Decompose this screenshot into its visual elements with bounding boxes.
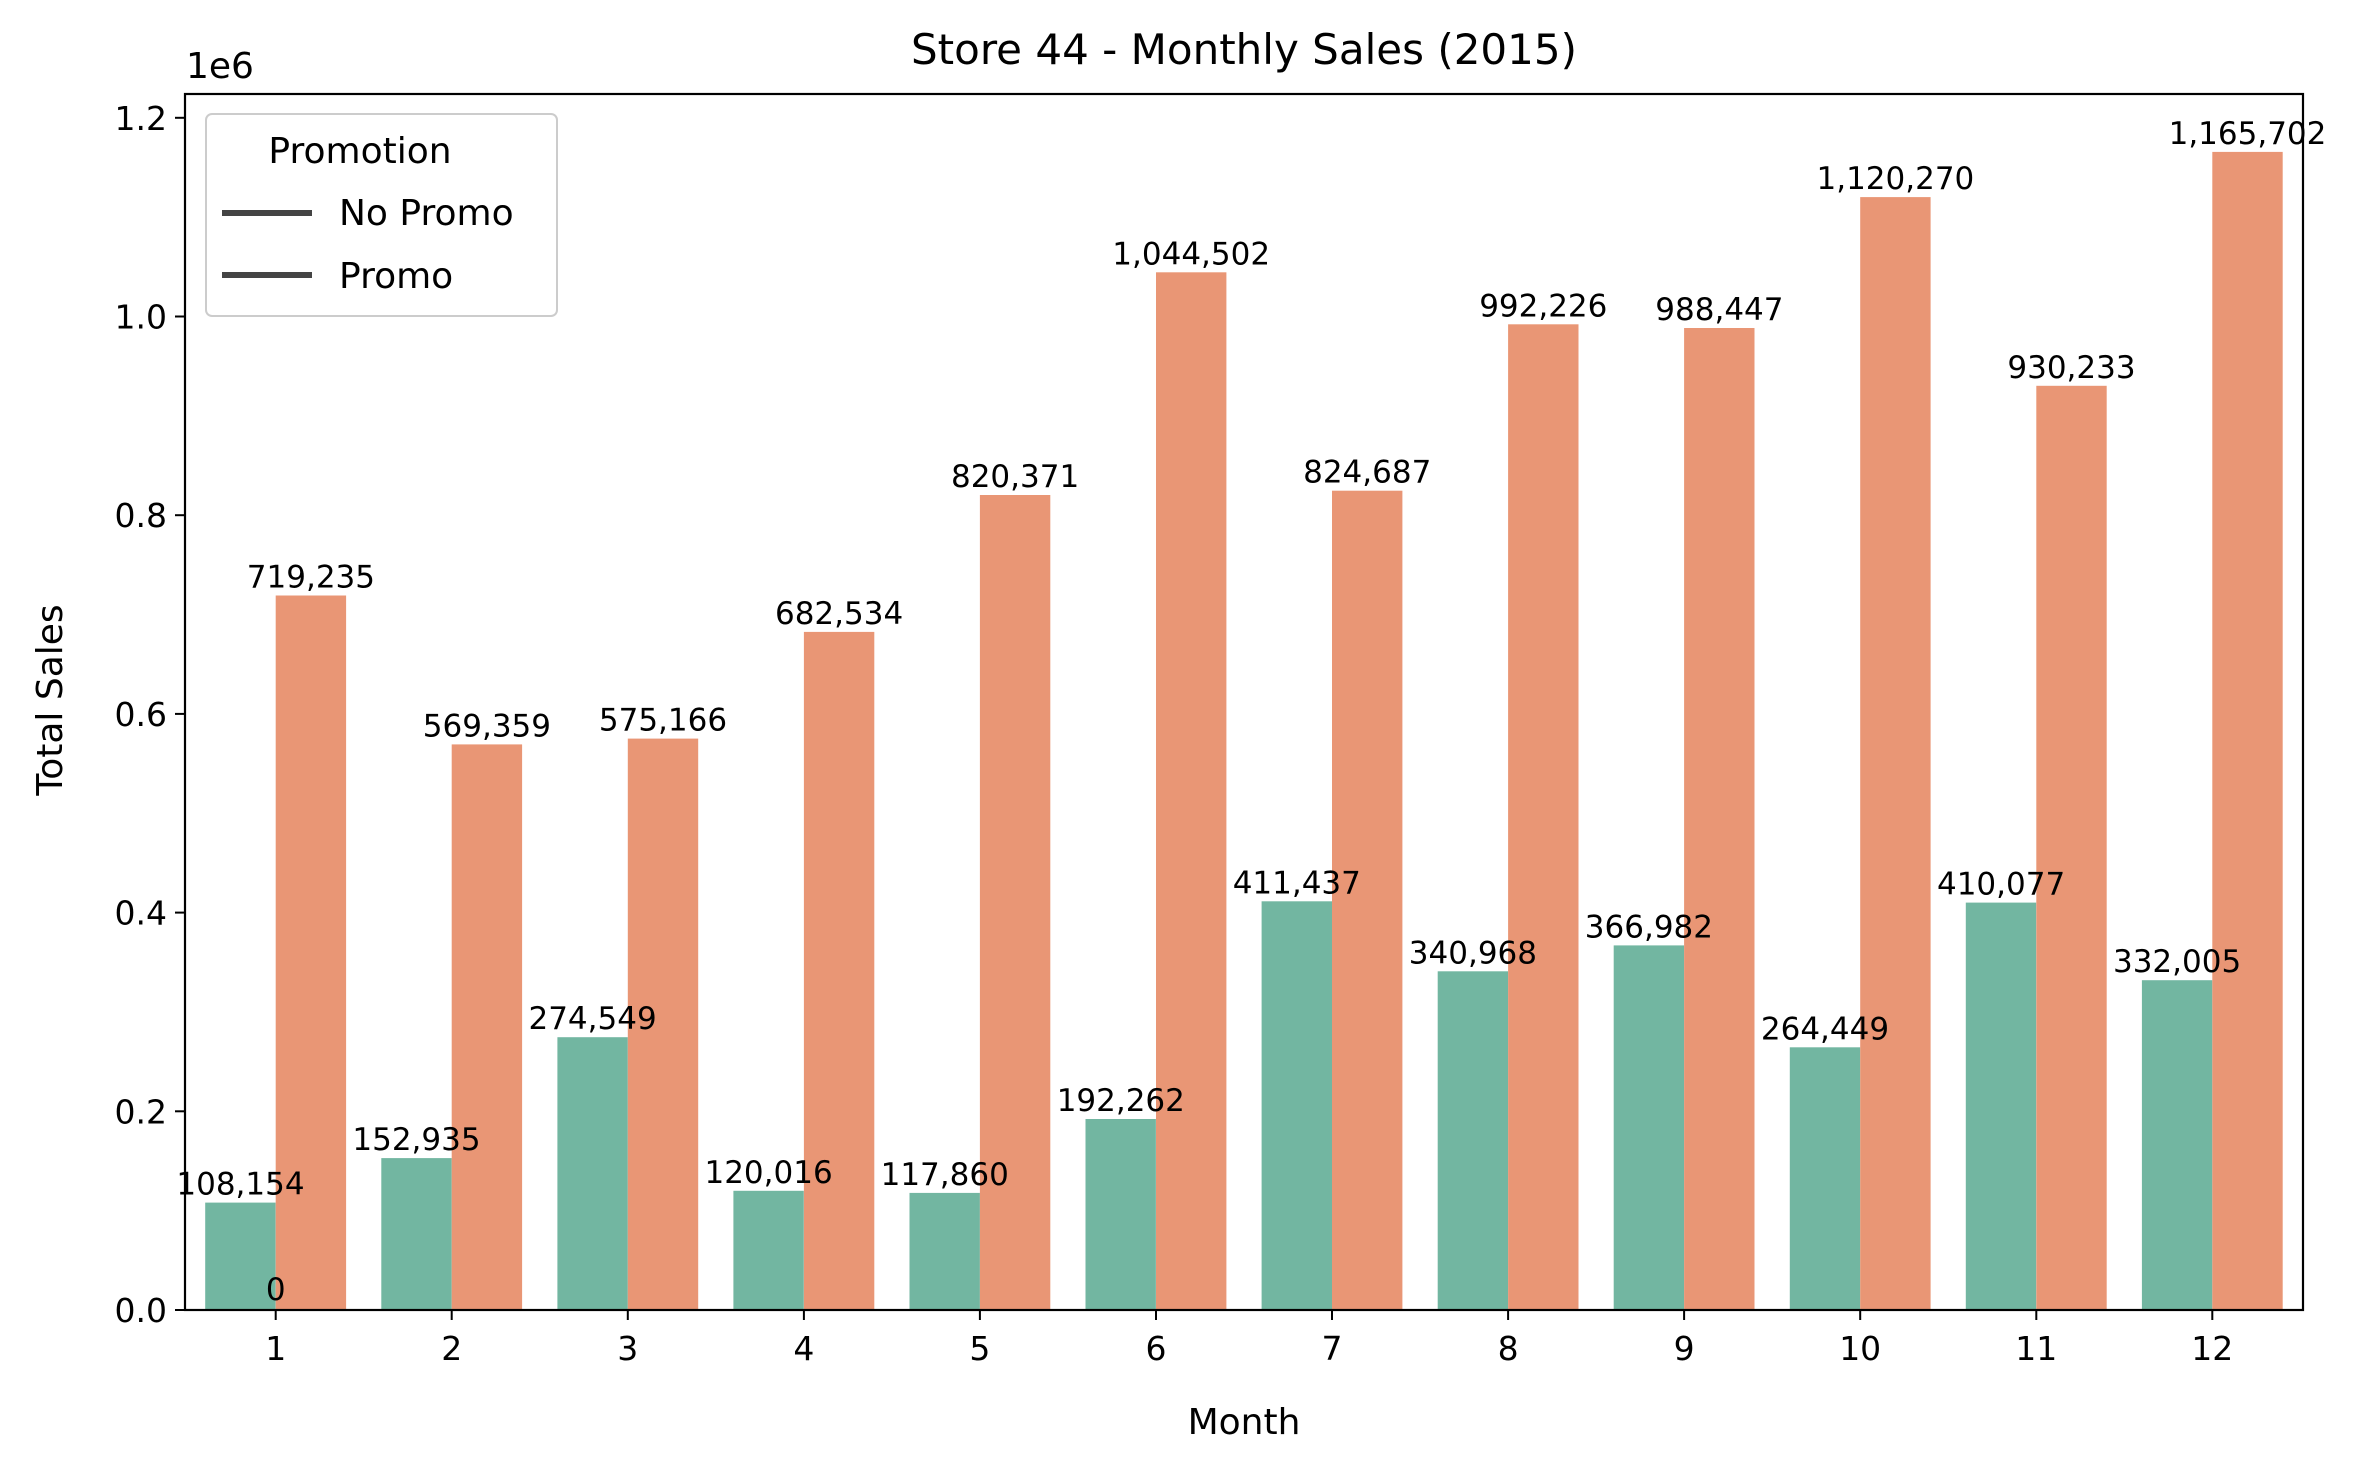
legend: Promotion No Promo Promo [205, 113, 558, 317]
bar-label-no-promo-8: 340,968 [1409, 935, 1537, 971]
bar-label-promo-2: 569,359 [423, 708, 551, 744]
bar-labels-layer: 108,154 152,935 274,549 120,016 117,860 192,2… [176, 116, 2326, 1308]
bar-no-promo-11 [1965, 902, 2037, 1310]
bar-promo-2 [451, 744, 523, 1310]
y-tick-label: 0.8 [115, 496, 167, 535]
bar-promo-4 [803, 631, 875, 1310]
bar-label-no-promo-9: 366,982 [1585, 909, 1713, 945]
x-axis: 1 2 3 4 5 6 7 8 9 10 11 12 [265, 1310, 2233, 1368]
x-tick-label: 1 [265, 1329, 286, 1368]
bar-no-promo-6 [1085, 1119, 1156, 1310]
bar-no-promo-10 [1789, 1047, 1861, 1310]
legend-entry-promo: Promo [339, 256, 453, 297]
bar-label-promo-8: 992,226 [1479, 288, 1607, 324]
x-tick-label: 7 [1322, 1329, 1343, 1368]
x-tick-label: 8 [1498, 1329, 1519, 1368]
x-tick-label: 12 [2191, 1329, 2233, 1368]
x-tick-label: 6 [1146, 1329, 1167, 1368]
y-axis-title: Total Sales [30, 604, 71, 796]
bar-label-no-promo-4: 120,016 [704, 1155, 832, 1191]
bar-promo-6 [1156, 272, 1227, 1310]
bar-label-promo-4: 682,534 [775, 596, 903, 632]
x-tick-label: 3 [617, 1329, 638, 1368]
x-tick-label: 5 [969, 1329, 990, 1368]
bar-label-no-promo-5: 117,860 [881, 1157, 1009, 1193]
bar-no-promo-4 [733, 1190, 804, 1310]
x-tick-label: 2 [441, 1329, 462, 1368]
bar-label-no-promo-12: 332,005 [2113, 944, 2241, 980]
y-axis: 0.0 0.2 0.4 0.6 0.8 1.0 1.2 [115, 99, 185, 1330]
bar-promo-5 [979, 495, 1051, 1310]
bar-label-promo-10: 1,120,270 [1817, 161, 1975, 197]
x-tick-label: 4 [793, 1329, 814, 1368]
bar-label-no-promo-2: 152,935 [352, 1122, 480, 1158]
bar-promo-3 [627, 738, 699, 1310]
bar-label-promo-7: 824,687 [1303, 455, 1431, 491]
y-tick-label: 0.2 [115, 1092, 167, 1131]
bar-label-no-promo-11: 410,077 [1937, 867, 2065, 903]
bar-no-promo-3 [557, 1037, 628, 1310]
y-tick-label: 0.6 [115, 695, 167, 734]
x-tick-label: 10 [1839, 1329, 1881, 1368]
bar-label-promo-6: 1,044,502 [1112, 236, 1270, 272]
bar-label-extra-zero: 0 [266, 1272, 286, 1308]
bar-promo-11 [2036, 385, 2107, 1310]
bar-promo-1 [275, 595, 347, 1310]
bar-no-promo-1 [205, 1202, 276, 1310]
bar-label-promo-3: 575,166 [599, 703, 727, 739]
bar-label-promo-9: 988,447 [1655, 292, 1783, 328]
bar-label-promo-11: 930,233 [2007, 350, 2135, 386]
bar-promo-10 [1860, 197, 1931, 1311]
y-tick-label: 0.4 [115, 894, 167, 933]
chart-title: Store 44 - Monthly Sales (2015) [911, 25, 1577, 74]
x-tick-label: 9 [1674, 1329, 1695, 1368]
bar-label-no-promo-7: 411,437 [1233, 865, 1361, 901]
bar-promo-9 [1684, 328, 1755, 1310]
y-tick-label: 1.2 [115, 99, 167, 138]
plot-frame [183, 92, 2305, 1312]
legend-title: Promotion [268, 131, 451, 172]
bar-label-no-promo-3: 274,549 [528, 1001, 656, 1037]
legend-box [205, 113, 558, 317]
bars-layer [205, 151, 2283, 1311]
bar-no-promo-12 [2141, 980, 2213, 1310]
y-tick-label: 0.0 [115, 1291, 167, 1330]
bar-no-promo-2 [381, 1158, 452, 1310]
bar-no-promo-9 [1613, 945, 1685, 1310]
bar-no-promo-7 [1261, 901, 1332, 1310]
bar-label-no-promo-10: 264,449 [1761, 1011, 1889, 1047]
x-tick-label: 11 [2015, 1329, 2057, 1368]
bar-promo-7 [1332, 490, 1403, 1310]
bar-label-no-promo-1: 108,154 [176, 1167, 304, 1203]
y-scale-label: 1e6 [186, 46, 254, 87]
legend-entry-no-promo: No Promo [339, 193, 514, 234]
bar-label-promo-12: 1,165,702 [2169, 116, 2327, 152]
bar-no-promo-8 [1437, 971, 1509, 1310]
y-tick-label: 1.0 [115, 298, 167, 337]
bar-no-promo-5 [909, 1192, 980, 1310]
bar-label-promo-1: 719,235 [247, 560, 375, 596]
bar-label-no-promo-6: 192,262 [1057, 1083, 1185, 1119]
x-axis-title: Month [1188, 1402, 1301, 1443]
bar-promo-12 [2212, 151, 2283, 1310]
bar-promo-8 [1508, 324, 1579, 1310]
bar-label-promo-5: 820,371 [951, 459, 1079, 495]
